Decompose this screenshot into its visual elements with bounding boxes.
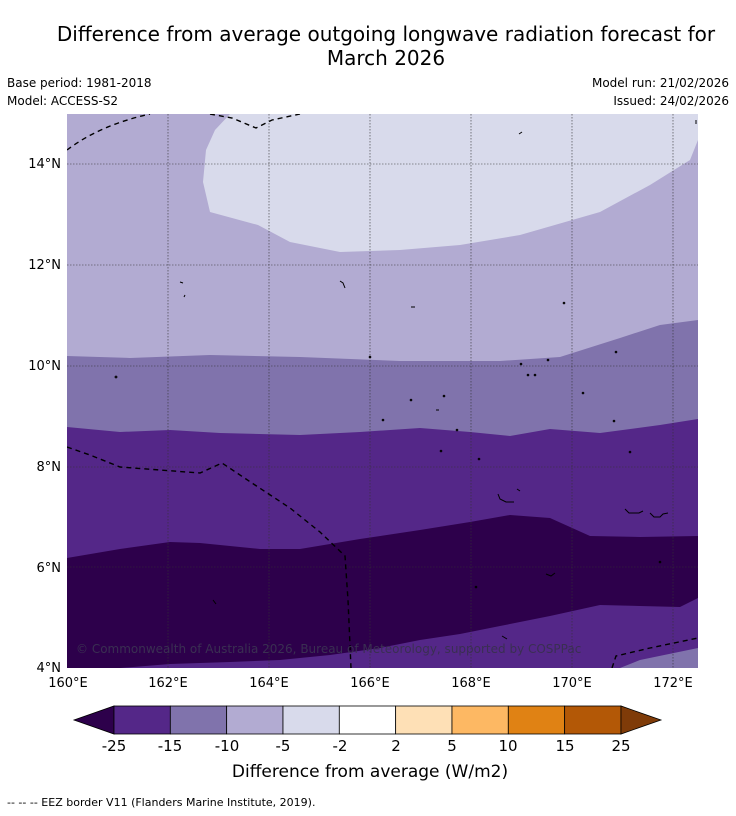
field-band-2-2 [203, 114, 698, 252]
meta-left: Base period: 1981-2018 Model: ACCESS-S2 [7, 74, 152, 110]
lat-label-10n: 10°N [28, 359, 61, 374]
issued-text: Issued: 24/02/2026 [613, 94, 729, 108]
title-line-1: Difference from average outgoing longwav… [56, 22, 716, 46]
colorbar-cell [282, 705, 340, 735]
colorbar-tick: 10 [498, 737, 518, 755]
colorbar-cell [395, 705, 453, 735]
lon-label-170e: 170°E [552, 676, 592, 691]
model-text: Model: ACCESS-S2 [7, 94, 119, 108]
title-line-2: March 2026 [326, 46, 446, 70]
colorbar-tick: -10 [214, 737, 240, 755]
colorbar-extend-low [72, 705, 115, 735]
lat-label-14n: 14°N [28, 157, 61, 172]
field-band-lt-15 [67, 515, 698, 668]
copyright-text: © Commonwealth of Australia 2026, Bureau… [76, 642, 581, 656]
gridlines [67, 114, 698, 668]
model-run-text: Model run: 21/02/2026 [591, 76, 729, 90]
lat-label-6n: 6°N [37, 561, 62, 576]
meta-right: Model run: 21/02/2026 Issued: 24/02/2026 [592, 74, 729, 110]
colorbar-extend-high [620, 705, 663, 735]
islands [114, 120, 697, 640]
colorbar-cell [507, 705, 566, 735]
lon-label-160e: 160°E [48, 676, 88, 691]
base-period-text: Base period: 1981-2018 [7, 76, 152, 90]
colorbar-tick: 25 [611, 737, 631, 755]
colorbar-cell [564, 705, 622, 735]
colorbar-cell [451, 705, 509, 735]
colorbar-tick: -15 [157, 737, 183, 755]
lat-label-12n: 12°N [28, 258, 61, 273]
colorbar-cell [338, 705, 397, 735]
forecast-map: © Commonwealth of Australia 2026, Bureau… [28, 114, 698, 691]
longitude-labels: 160°E 162°E 164°E 166°E 168°E 170°E 172°… [48, 676, 693, 691]
lon-label-162e: 162°E [148, 676, 188, 691]
eez-borders [67, 114, 698, 668]
colorbar [72, 705, 663, 735]
colorbar-cell [226, 705, 284, 735]
lon-label-164e: 164°E [249, 676, 289, 691]
latitude-labels: 14°N 12°N 10°N 8°N 6°N 4°N [28, 157, 61, 676]
lat-label-8n: 8°N [37, 460, 62, 475]
anomaly-fields [67, 114, 698, 668]
colorbar-tick: 5 [447, 737, 457, 755]
lat-label-4n: 4°N [37, 661, 62, 676]
lon-label-168e: 168°E [451, 676, 491, 691]
colorbar-label: Difference from average (W/m2) [231, 762, 509, 782]
colorbar-tick: -5 [275, 737, 291, 755]
colorbar-cells [72, 705, 663, 735]
eez-footnote: -- -- -- EEZ border V11 (Flanders Marine… [7, 796, 316, 809]
chart-title: Difference from average outgoing longwav… [0, 22, 736, 70]
colorbar-tick: -25 [101, 737, 127, 755]
colorbar-tick: 2 [391, 737, 401, 755]
lon-label-172e: 172°E [653, 676, 693, 691]
colorbar-cell [169, 705, 228, 735]
lon-label-166e: 166°E [350, 676, 390, 691]
field-band-10-5-corner [620, 648, 698, 668]
colorbar-tick: 15 [555, 737, 575, 755]
colorbar-tick: -2 [332, 737, 348, 755]
colorbar-cell [113, 705, 171, 735]
